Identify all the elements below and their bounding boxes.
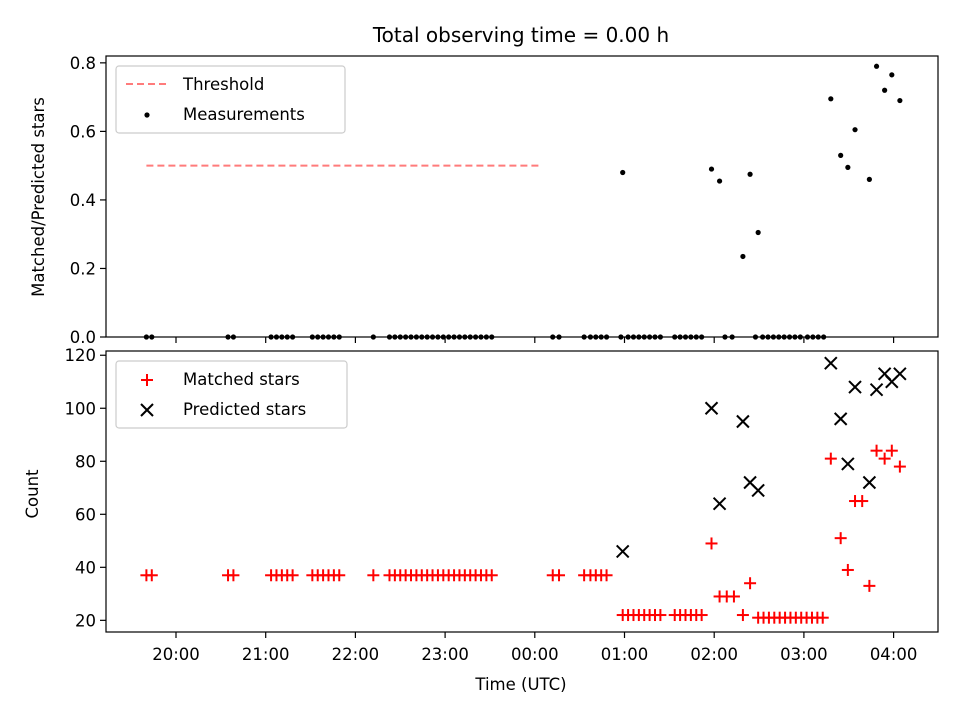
bottom-y-tick-label: 120 (65, 346, 97, 365)
measurement-point (897, 97, 903, 104)
measurements-legend-swatch (144, 112, 150, 118)
bottom-axes-frame (105, 350, 939, 633)
predicted-legend-swatch (140, 403, 154, 417)
measurement-point (866, 176, 872, 182)
measurement-point (747, 171, 753, 177)
measurement-point (708, 166, 715, 172)
top-y-tick-label: 0.0 (70, 328, 96, 347)
measurement-point (889, 72, 895, 78)
matched-star-point (744, 577, 757, 590)
predicted-star-point (824, 356, 838, 370)
predicted-star-point (893, 367, 907, 381)
predicted-star-point (862, 475, 877, 490)
bottom-y-tick-label: 100 (65, 399, 97, 418)
matched-star-point (878, 452, 891, 465)
predicted-stars-points (615, 356, 907, 559)
predicted-star-point (841, 457, 855, 471)
threshold-legend-label: Threshold (182, 75, 264, 94)
predicted-star-point (615, 544, 630, 559)
matched-star-point (870, 444, 883, 457)
measurement-point (845, 164, 851, 170)
top-y-tick-label: 0.4 (70, 191, 96, 210)
measurement-point (828, 96, 834, 102)
predicted-star-point (712, 496, 727, 511)
measurement-point (838, 152, 844, 158)
x-axis-label: Time (UTC) (474, 675, 566, 694)
matched-star-point (841, 563, 854, 576)
predicted-star-point (704, 401, 719, 415)
top-y-axis-label: Matched/Predicted stars (29, 97, 48, 297)
x-tick-label: 00:00 (511, 645, 559, 664)
matched-star-point (736, 609, 749, 622)
matched-star-point (816, 611, 829, 624)
x-tick-label: 04:00 (870, 645, 918, 664)
predicted-star-point (848, 380, 862, 394)
matched-star-point (705, 537, 718, 550)
x-tick-label: 20:00 (152, 645, 200, 664)
x-tick-label: 22:00 (332, 645, 380, 664)
bottom-y-axis-label: Count (23, 469, 42, 519)
matched-star-point (727, 590, 740, 603)
x-tick-label: 23:00 (421, 645, 469, 664)
matched-star-point (654, 609, 667, 622)
matched-star-point (227, 569, 240, 582)
measurements-legend-label: Measurements (183, 105, 305, 124)
matched-star-point (145, 569, 158, 582)
x-tick-label: 01:00 (601, 645, 649, 664)
matched-star-point (863, 579, 876, 592)
bottom-panel: 20 40 60 80 100 120 20:00 21:00 22:00 23:00 00:00… (23, 346, 939, 694)
bottom-y-ticks: 20 40 60 80 100 120 (65, 346, 106, 630)
x-tick-label: 02:00 (690, 645, 738, 664)
top-axes-frame (105, 55, 939, 338)
matched-star-point (600, 569, 613, 582)
top-legend: Threshold Measurements (115, 65, 346, 134)
measurement-point (882, 87, 888, 93)
bottom-y-tick-label: 40 (75, 558, 96, 577)
matched-star-point (333, 569, 346, 582)
bottom-y-tick-label: 80 (75, 452, 96, 471)
matched-star-point (485, 569, 498, 582)
matched-star-point (286, 569, 299, 582)
matched-star-point (893, 460, 906, 473)
predicted-star-point (869, 382, 884, 397)
matched-legend-swatch (141, 374, 153, 386)
bottom-legend-box (115, 360, 348, 429)
matched-legend-label: Matched stars (183, 370, 300, 389)
top-y-tick-label: 0.8 (70, 54, 96, 73)
measurement-point (852, 127, 858, 133)
matched-star-point (834, 532, 847, 545)
matched-star-point (856, 495, 869, 508)
bottom-y-tick-label: 60 (75, 505, 96, 524)
matched-star-point (553, 569, 566, 582)
matched-star-point (824, 452, 837, 465)
x-tick-label: 21:00 (242, 645, 290, 664)
matched-stars-points (140, 444, 906, 624)
bottom-x-ticks: 20:00 21:00 22:00 23:00 00:00 01:00 02:00 03:00… (152, 632, 917, 664)
top-panel: 0.00.20.40.60.8 Matched/Predicted stars … (29, 54, 939, 347)
chart-title: Total observing time = 0.00 h (372, 23, 669, 47)
measurement-point (716, 178, 723, 184)
predicted-star-point (751, 483, 765, 498)
measurement-point (873, 63, 880, 69)
x-tick-label: 03:00 (780, 645, 828, 664)
measurement-point (755, 229, 761, 236)
top-legend-box (115, 65, 346, 134)
predicted-star-point (736, 414, 750, 429)
top-y-tick-label: 0.2 (70, 259, 96, 278)
measurement-point (620, 169, 626, 176)
top-y-ticks: 0.0 0.2 0.4 0.6 0.8 (70, 54, 106, 347)
top-y-tick-label: 0.6 (70, 122, 96, 141)
matched-star-point (367, 569, 380, 582)
predicted-star-point (833, 412, 848, 426)
measurement-points (143, 63, 903, 340)
bottom-y-tick-label: 20 (75, 611, 96, 630)
measurement-point (740, 253, 746, 260)
top-x-ticks (175, 337, 895, 343)
predicted-legend-label: Predicted stars (183, 400, 306, 419)
matched-star-point (885, 444, 898, 457)
matched-star-point (695, 609, 708, 622)
bottom-legend: Matched stars Predicted stars (115, 360, 348, 429)
